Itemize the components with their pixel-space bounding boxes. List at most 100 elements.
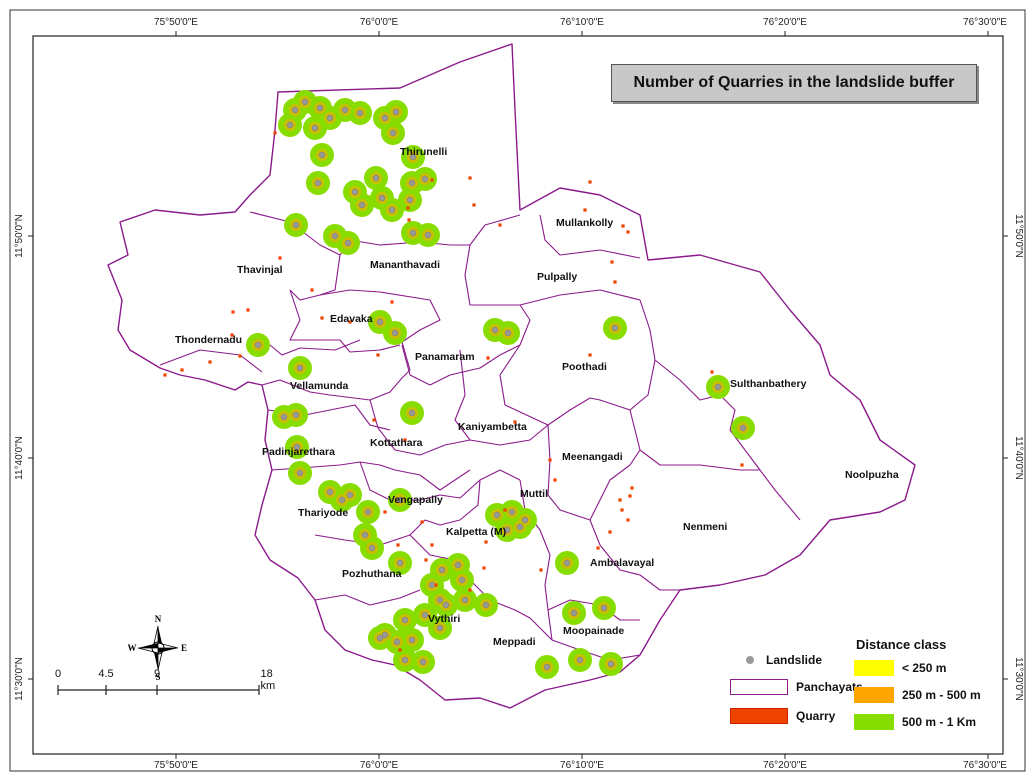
landslide-point-44 (361, 531, 369, 539)
label-nenmeni: Nenmeni (683, 521, 727, 533)
landslide-point-72 (600, 604, 608, 612)
scale-bar: 0 4.5 9 18 km (54, 668, 286, 708)
scale-label-0: 0 (54, 668, 62, 680)
quarry-points-layer (163, 131, 744, 652)
top-label-2: 76°0'0"E (360, 17, 399, 28)
quarry-point-53 (588, 353, 592, 357)
bottom-label-4: 76°20'0"E (763, 760, 807, 771)
landslide-point-71 (570, 609, 578, 617)
label-panamaram: Panamaram (415, 351, 475, 363)
quarry-point-10 (246, 308, 250, 312)
landslide-point-65 (393, 638, 401, 646)
east-label: E (181, 643, 187, 653)
quarry-point-45 (372, 418, 376, 422)
landslide-point-30 (391, 329, 399, 337)
landslide-point-48 (493, 511, 501, 519)
quarry-point-31 (472, 203, 476, 207)
quarry-point-19 (424, 558, 428, 562)
legend-class-500-1km: 500 m - 1 Km (854, 714, 976, 730)
landslide-point-67 (436, 624, 444, 632)
graticule-ticks (28, 31, 1008, 759)
bottom-label-2: 76°0'0"E (360, 760, 399, 771)
outer-neatline (9, 9, 1026, 772)
label-sulthanbathery: Sulthanbathery (730, 378, 807, 390)
landslide-point-76 (714, 383, 722, 391)
landslide-point-60 (482, 601, 490, 609)
landslide-point-20 (406, 196, 414, 204)
quarry-point-42 (310, 288, 314, 292)
legend-distance-title: Distance class (856, 637, 947, 652)
landslide-point-38 (293, 443, 301, 451)
landslide-point-33 (611, 324, 619, 332)
north-label: N (155, 614, 162, 624)
south-label: S (155, 672, 160, 682)
landslide-point-28 (254, 341, 262, 349)
right-label-2: 11°40'0"N (1013, 436, 1024, 480)
quarry-point-39 (390, 300, 394, 304)
landslide-point-8 (316, 104, 324, 112)
quarry-point-34 (626, 230, 630, 234)
landslide-point-56 (436, 596, 444, 604)
top-label-5: 76°30'0"E (963, 17, 1007, 28)
left-label-3: 11°30'0"N (14, 657, 25, 701)
legend-panchayats: Panchayats (730, 679, 863, 695)
landslide-point-57 (421, 611, 429, 619)
label-muttil: Muttil (520, 488, 548, 500)
legend-panchayats-label: Panchayats (796, 680, 863, 694)
quarry-point-54 (630, 486, 634, 490)
quarry-point-29 (430, 178, 434, 182)
landslide-point-54 (438, 566, 446, 574)
landslide-point-51 (503, 526, 511, 534)
quarry-point-41 (278, 256, 282, 260)
panchayat-labels: Thirunelli Mullankolly Thavinjal Mananth… (175, 146, 899, 648)
quarry-point-38 (407, 218, 411, 222)
landslide-point-70 (563, 559, 571, 567)
landslide-point-12 (318, 151, 326, 159)
landslide-point-2 (301, 98, 309, 106)
scale-label-9: 9 (153, 668, 161, 680)
landslide-point-27 (424, 231, 432, 239)
quarry-point-37 (406, 206, 410, 210)
quarry-point-9 (231, 310, 235, 314)
label-vellamunda: Vellamunda (290, 380, 349, 392)
quarry-point-14 (620, 508, 624, 512)
landslide-point-40 (326, 488, 334, 496)
landslide-point-49 (508, 508, 516, 516)
landslide-point-41 (346, 491, 354, 499)
class-lt-250-swatch (854, 660, 894, 676)
legend-landslide-label: Landslide (766, 653, 823, 667)
bottom-label-5: 76°30'0"E (963, 760, 1007, 771)
landslide-point-69 (419, 658, 427, 666)
landslide-point-47 (396, 559, 404, 567)
scale-label-4-5: 4.5 (98, 668, 114, 680)
landslide-point-10 (389, 129, 397, 137)
quarry-point-28 (596, 546, 600, 550)
quarry-swatch (730, 708, 788, 724)
buffer-500m-1km-layer (246, 90, 755, 679)
landslide-point-23 (292, 221, 300, 229)
landslide-point-18 (378, 194, 386, 202)
label-edavaka: Edavaka (330, 313, 373, 325)
landslide-point-55 (428, 581, 436, 589)
quarry-point-47 (710, 370, 714, 374)
quarry-point-44 (403, 438, 407, 442)
landslide-point-74 (576, 656, 584, 664)
landslide-point-62 (401, 616, 409, 624)
landslide-point-5 (326, 114, 334, 122)
quarry-point-21 (482, 566, 486, 570)
legend: Landslide Panchayats Quarry Distance cla… (730, 637, 998, 737)
quarry-point-51 (610, 260, 614, 264)
landslide-point-35 (280, 413, 288, 421)
west-label: W (128, 643, 137, 653)
landslide-point-19 (388, 206, 396, 214)
landslide-point-9 (381, 114, 389, 122)
quarry-point-13 (618, 498, 622, 502)
label-vengapally: Vengapally (388, 494, 443, 506)
landslide-point-46 (396, 496, 404, 504)
quarry-point-50 (398, 648, 402, 652)
quarry-point-40 (348, 320, 352, 324)
north-arrow: N S W E (128, 614, 187, 682)
landslide-point-13 (409, 153, 417, 161)
top-label-1: 75°50'0"E (154, 17, 198, 28)
